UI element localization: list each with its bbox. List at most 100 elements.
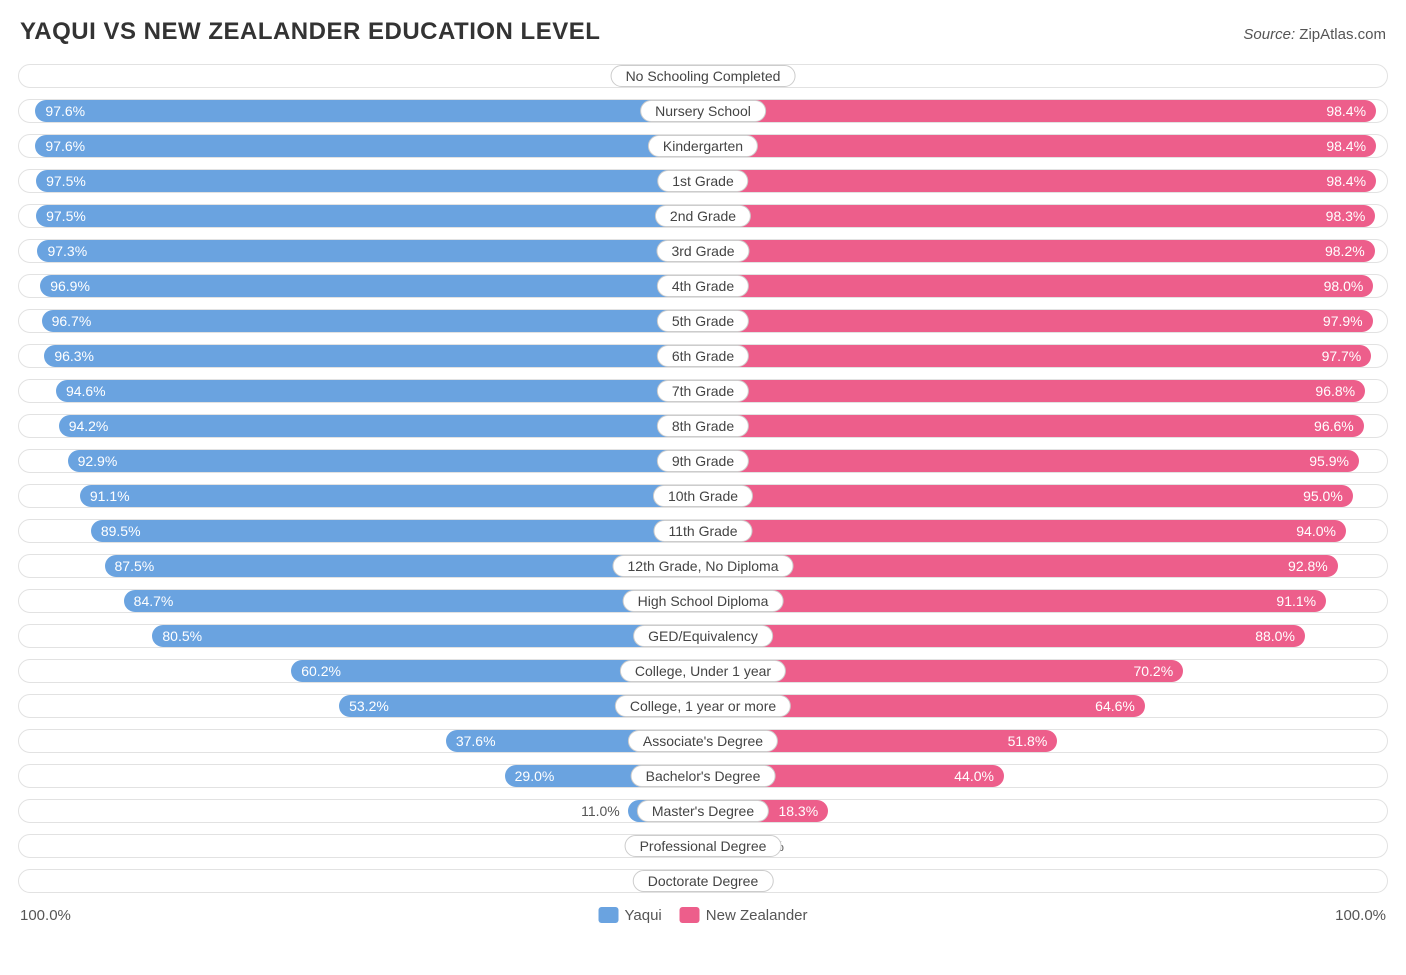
value-left: 94.6% <box>56 380 116 402</box>
bar-right: 96.8% <box>703 380 1365 402</box>
bar-left: 97.5% <box>36 170 703 192</box>
value-right: 98.3% <box>1316 205 1376 227</box>
category-label: 3rd Grade <box>656 240 749 262</box>
category-label: High School Diploma <box>623 590 784 612</box>
value-right: 44.0% <box>944 765 1004 787</box>
value-right: 96.8% <box>1305 380 1365 402</box>
source-label: Source: <box>1243 26 1295 43</box>
value-left: 94.2% <box>59 415 119 437</box>
legend-swatch-right <box>680 907 700 923</box>
legend-item-right: New Zealander <box>680 907 808 924</box>
value-right: 98.2% <box>1315 240 1375 262</box>
value-left: 84.7% <box>124 590 184 612</box>
chart-row: 97.6%98.4%Kindergarten <box>18 134 1388 158</box>
value-left: 96.9% <box>40 275 100 297</box>
legend-swatch-left <box>599 907 619 923</box>
category-label: 5th Grade <box>657 310 749 332</box>
legend-label-left: Yaqui <box>625 907 662 924</box>
category-label: 7th Grade <box>657 380 749 402</box>
chart-row: 97.3% 98.2% 3rd Grade <box>18 239 1388 263</box>
value-right: 92.8% <box>1278 555 1338 577</box>
category-label: 12th Grade, No Diploma <box>613 555 794 577</box>
value-left: 97.6% <box>35 100 95 122</box>
category-label: 2nd Grade <box>655 205 751 227</box>
chart-row: 2.4%1.7%No Schooling Completed <box>18 64 1388 88</box>
chart-row: 89.5% 94.0%11th Grade <box>18 519 1388 543</box>
legend-label-right: New Zealander <box>706 907 808 924</box>
bar-left: 80.5% <box>152 625 703 647</box>
chart-row: 60.2%70.2%College, Under 1 year <box>18 659 1388 683</box>
bar-left: 94.6% <box>56 380 703 402</box>
chart-row: 96.7% 97.9% 5th Grade <box>18 309 1388 333</box>
value-left: 96.7% <box>42 310 102 332</box>
value-left: 60.2% <box>291 660 351 682</box>
category-label: Kindergarten <box>648 135 758 157</box>
chart-row: 3.2%6.0%Professional Degree <box>18 834 1388 858</box>
value-left: 29.0% <box>505 765 565 787</box>
value-right: 95.0% <box>1293 485 1353 507</box>
chart-row: 97.5% 98.3% 2nd Grade <box>18 204 1388 228</box>
chart-row: 80.5% 88.0% GED/Equivalency <box>18 624 1388 648</box>
category-label: College, Under 1 year <box>620 660 786 682</box>
value-left: 97.5% <box>36 205 96 227</box>
value-right: 88.0% <box>1245 625 1305 647</box>
axis-right-label: 100.0% <box>1335 907 1386 924</box>
value-left: 97.5% <box>36 170 96 192</box>
category-label: College, 1 year or more <box>615 695 791 717</box>
value-left: 89.5% <box>91 520 151 542</box>
value-right: 97.9% <box>1313 310 1373 332</box>
category-label: Doctorate Degree <box>633 870 774 892</box>
bar-left: 84.7% <box>124 590 703 612</box>
category-label: 4th Grade <box>657 275 749 297</box>
chart-row: 11.0%18.3%Master's Degree <box>18 799 1388 823</box>
chart-row: 97.6%98.4%Nursery School <box>18 99 1388 123</box>
chart-row: 87.5% 92.8% 12th Grade, No Diploma <box>18 554 1388 578</box>
source-value: ZipAtlas.com <box>1299 26 1386 43</box>
value-right: 98.4% <box>1316 170 1376 192</box>
bar-right: 98.2% <box>703 240 1375 262</box>
bar-right: 96.6% <box>703 415 1364 437</box>
bar-right: 98.3% <box>703 205 1375 227</box>
value-left: 87.5% <box>105 555 165 577</box>
category-label: GED/Equivalency <box>633 625 773 647</box>
category-label: Associate's Degree <box>628 730 778 752</box>
bar-left: 97.6% <box>35 100 703 122</box>
value-left: 80.5% <box>152 625 212 647</box>
chart-source: Source: ZipAtlas.com <box>1243 26 1386 43</box>
chart-row: 94.6% 96.8% 7th Grade <box>18 379 1388 403</box>
value-left: 91.1% <box>80 485 140 507</box>
value-left: 37.6% <box>446 730 506 752</box>
chart-header: YAQUI VS NEW ZEALANDER EDUCATION LEVEL S… <box>18 18 1388 46</box>
category-label: 11th Grade <box>653 520 752 542</box>
axis-left-label: 100.0% <box>20 907 71 924</box>
chart-title: YAQUI VS NEW ZEALANDER EDUCATION LEVEL <box>20 18 600 46</box>
chart-row: 97.5%98.4%1st Grade <box>18 169 1388 193</box>
bar-left: 96.3% <box>44 345 703 367</box>
bar-right: 98.4% <box>703 135 1376 157</box>
bar-left: 96.9% <box>40 275 703 297</box>
legend: Yaqui New Zealander <box>599 907 808 924</box>
bar-right: 94.0% <box>703 520 1346 542</box>
chart-row: 94.2% 96.6%8th Grade <box>18 414 1388 438</box>
category-label: Master's Degree <box>637 800 769 822</box>
chart-row: 37.6%51.8%Associate's Degree <box>18 729 1388 753</box>
bar-left: 97.5% <box>36 205 703 227</box>
value-right: 98.0% <box>1314 275 1374 297</box>
category-label: 6th Grade <box>657 345 749 367</box>
value-right: 18.3% <box>768 800 828 822</box>
value-left: 97.3% <box>37 240 97 262</box>
chart-row: 84.7% 91.1%High School Diploma <box>18 589 1388 613</box>
bar-right: 91.1% <box>703 590 1326 612</box>
value-left: 96.3% <box>44 345 104 367</box>
value-right: 98.4% <box>1316 135 1376 157</box>
bar-right: 97.9% <box>703 310 1373 332</box>
value-left: 53.2% <box>339 695 399 717</box>
category-label: 10th Grade <box>653 485 753 507</box>
chart-row: 29.0% 44.0% Bachelor's Degree <box>18 764 1388 788</box>
bar-right: 88.0% <box>703 625 1305 647</box>
chart-row: 96.9% 98.0% 4th Grade <box>18 274 1388 298</box>
legend-item-left: Yaqui <box>599 907 662 924</box>
category-label: 8th Grade <box>657 415 749 437</box>
bar-right: 98.0% <box>703 275 1373 297</box>
category-label: Bachelor's Degree <box>631 765 776 787</box>
